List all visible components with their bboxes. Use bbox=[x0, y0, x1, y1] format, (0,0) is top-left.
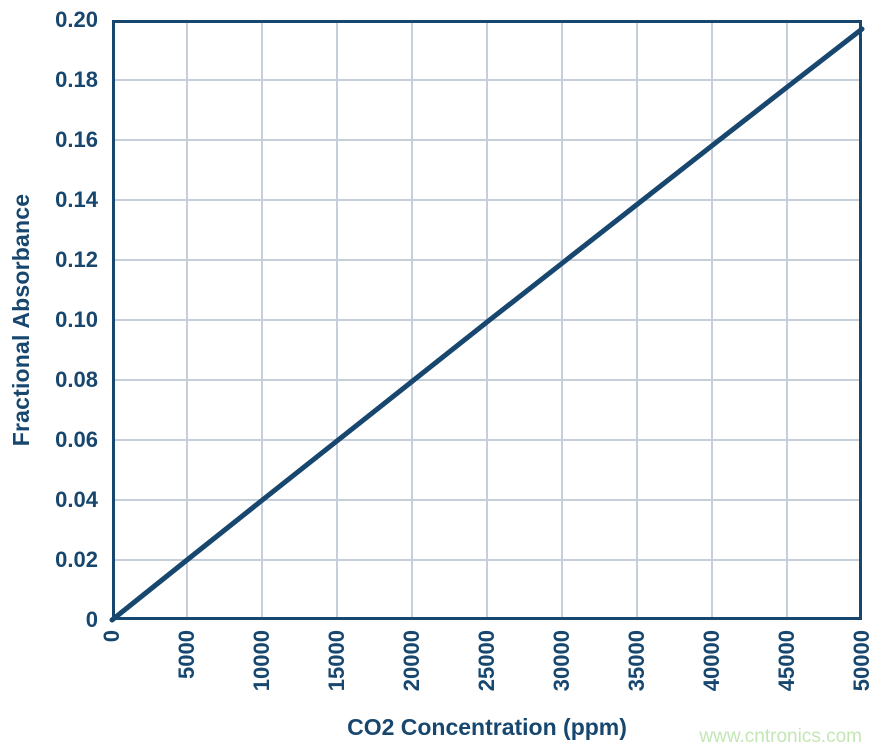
y-tick-label: 0.08 bbox=[55, 367, 98, 392]
y-tick-label: 0.14 bbox=[55, 187, 98, 212]
y-tick-label: 0 bbox=[85, 607, 98, 632]
x-tick-label: 50000 bbox=[849, 630, 874, 692]
y-tick-label: 0.20 bbox=[55, 7, 98, 32]
x-tick-label: 5000 bbox=[174, 630, 199, 679]
y-tick-label: 0.06 bbox=[55, 427, 98, 452]
y-tick-label: 0.04 bbox=[55, 487, 98, 512]
y-tick-label: 0.10 bbox=[55, 307, 98, 332]
x-tick-label: 25000 bbox=[474, 630, 499, 692]
y-tick-label: 0.16 bbox=[55, 127, 98, 152]
watermark-text: www.cntronics.com bbox=[699, 726, 862, 747]
x-tick-label: 20000 bbox=[399, 630, 424, 692]
x-tick-label: 15000 bbox=[324, 630, 349, 692]
x-tick-label: 45000 bbox=[774, 630, 799, 692]
x-tick-label: 0 bbox=[99, 630, 124, 643]
chart-canvas bbox=[109, 20, 865, 623]
data-line bbox=[109, 26, 865, 623]
y-tick-label: 0.02 bbox=[55, 547, 98, 572]
plot-frame bbox=[112, 20, 862, 620]
plot-area bbox=[109, 20, 865, 623]
x-tick-label: 40000 bbox=[699, 630, 724, 692]
y-tick-label: 0.18 bbox=[55, 67, 98, 92]
x-tick-label: 10000 bbox=[249, 630, 274, 692]
x-tick-label: 30000 bbox=[549, 630, 574, 692]
y-tick-label: 0.12 bbox=[55, 247, 98, 272]
x-tick-label: 35000 bbox=[624, 630, 649, 692]
x-axis-title: CO2 Concentration (ppm) bbox=[347, 714, 627, 740]
